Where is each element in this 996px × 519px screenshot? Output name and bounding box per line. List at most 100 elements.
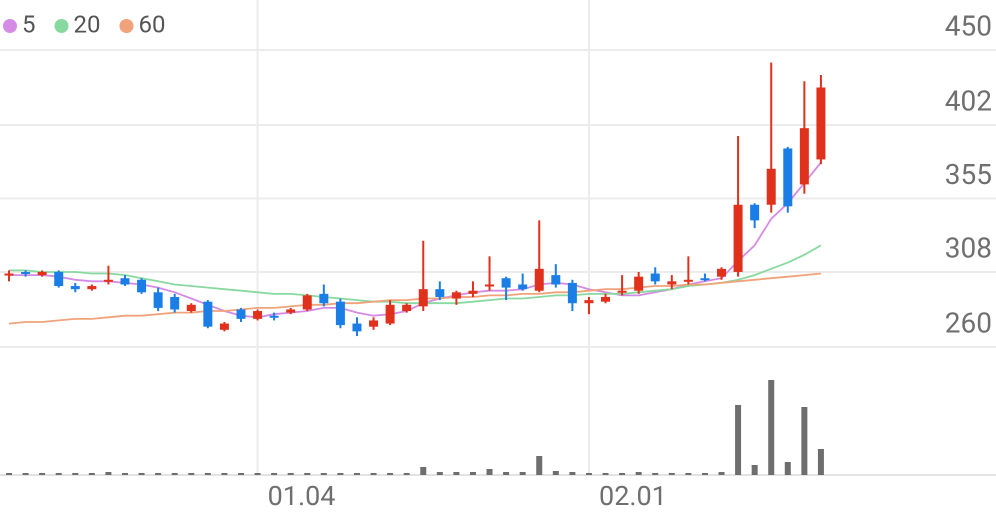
volume-bar — [536, 456, 543, 475]
volume-bar — [436, 472, 443, 475]
volume-bar — [652, 473, 659, 475]
volume-bar — [171, 473, 178, 475]
volume-bar — [569, 472, 576, 475]
volume-bar — [602, 473, 609, 475]
volume-bar — [188, 473, 195, 475]
volume-bar — [337, 473, 344, 475]
volume-bar — [751, 465, 758, 475]
candle-body — [170, 296, 180, 310]
candle-body — [799, 128, 809, 185]
candle-body — [302, 295, 312, 310]
candle-body — [236, 309, 246, 319]
candle-body — [369, 320, 379, 327]
volume-bar — [668, 473, 675, 475]
candle-body — [153, 292, 163, 308]
volume-bar — [403, 473, 410, 475]
candle-body — [418, 289, 428, 307]
candle-body — [551, 275, 561, 285]
candle-body — [683, 279, 693, 282]
volume-bar — [105, 472, 112, 475]
candle-body — [601, 296, 611, 302]
volume-bar — [138, 473, 145, 475]
candle-body — [54, 271, 64, 287]
volume-bar — [768, 380, 775, 475]
volume-bar — [6, 473, 12, 475]
y-tick-label: 450 — [945, 9, 992, 42]
volume-bar — [817, 449, 824, 475]
volume-bar — [370, 473, 377, 475]
volume-bar — [453, 472, 460, 475]
volume-bar — [88, 473, 95, 475]
legend-marker — [119, 19, 134, 33]
volume-bar — [72, 473, 79, 475]
volume-bar — [271, 473, 278, 475]
candle-body — [352, 323, 362, 332]
volume-bar — [353, 473, 360, 475]
candle-body — [485, 284, 495, 287]
volume-bar — [237, 473, 244, 475]
volume-bar — [735, 405, 742, 475]
candle-body — [402, 304, 412, 312]
x-tick-label: 02.01 — [599, 480, 667, 512]
candle-body — [816, 87, 826, 160]
candle-body — [269, 315, 279, 318]
candle-body — [385, 304, 395, 324]
candle-body — [137, 279, 147, 293]
volume-bar — [503, 472, 510, 475]
candle-body — [70, 286, 80, 290]
candle-body — [87, 286, 97, 290]
candle-body — [617, 290, 627, 293]
candle-body — [534, 268, 544, 291]
y-tick-label: 355 — [945, 158, 992, 191]
volume-bar — [635, 472, 642, 475]
candle-body — [219, 323, 229, 330]
volume-bar — [469, 472, 476, 475]
candle-body — [634, 276, 644, 291]
y-tick-label: 260 — [945, 306, 992, 339]
volume-bar — [420, 467, 427, 475]
volume-bar — [685, 473, 692, 475]
volume-bar — [287, 473, 294, 475]
legend-marker — [3, 19, 17, 33]
ma-line — [8, 272, 821, 325]
legend-marker — [54, 19, 69, 33]
y-tick-label: 308 — [945, 231, 992, 264]
volume-bar — [585, 473, 592, 475]
legend-label: 5 — [22, 10, 36, 38]
candle-body — [667, 281, 677, 285]
candle-body — [37, 271, 47, 276]
y-tick-label: 402 — [945, 84, 992, 117]
volume-bar — [204, 473, 211, 475]
legend-label: 20 — [74, 10, 101, 38]
candle-body — [733, 204, 743, 272]
candle-body — [203, 301, 213, 327]
ma-line — [9, 244, 822, 305]
volume-bar — [701, 473, 708, 475]
candle-body — [468, 290, 478, 294]
candle-body — [435, 289, 445, 297]
candle-body — [451, 292, 461, 299]
volume-bar — [718, 472, 725, 475]
volume-bar — [486, 469, 493, 475]
candle-body — [501, 278, 511, 288]
volume-bar — [22, 473, 29, 475]
candle-body — [750, 204, 760, 221]
candle-body — [584, 300, 594, 304]
volume-bar — [121, 473, 128, 475]
candle-body — [700, 278, 710, 281]
volume-bar — [519, 472, 526, 475]
volume-bar — [784, 462, 791, 475]
candle-body — [4, 273, 14, 276]
candle-body — [717, 268, 727, 277]
ma-line — [9, 161, 822, 319]
volume-bar — [221, 473, 228, 475]
candle-body — [319, 293, 329, 304]
volume-bar — [254, 473, 261, 475]
candle-body — [650, 273, 660, 282]
volume-bar — [55, 473, 62, 475]
candle-body — [567, 282, 577, 304]
volume-bar — [552, 471, 559, 475]
volume-bar — [801, 407, 808, 475]
